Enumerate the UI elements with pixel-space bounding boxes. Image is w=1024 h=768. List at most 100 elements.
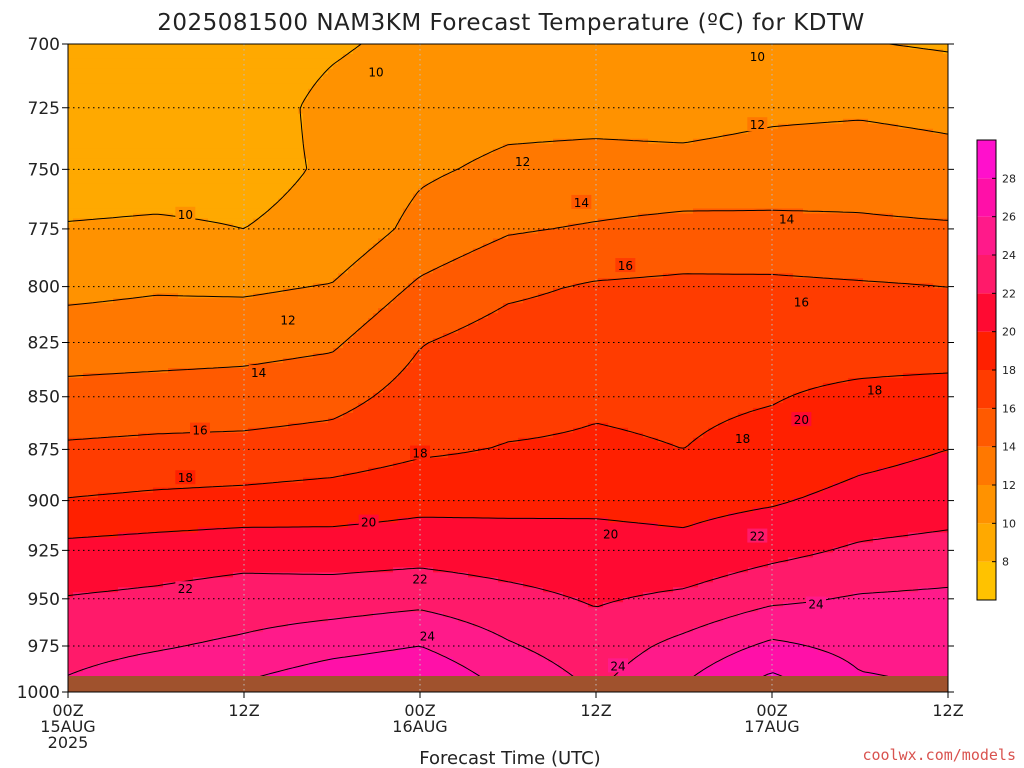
temperature-cell [393,94,399,100]
temperature-cell [788,59,794,65]
temperature-cell [483,99,489,105]
temperature-cell [728,119,734,125]
temperature-cell [538,69,544,75]
temperature-cell [578,174,584,180]
temperature-cell [153,99,159,105]
temperature-cell [883,104,889,110]
temperature-cell [878,179,884,185]
temperature-cell [73,159,79,165]
temperature-cell [93,119,99,125]
temperature-cell [858,79,864,85]
temperature-cell [793,144,799,150]
temperature-cell [238,174,244,180]
temperature-cell [398,59,404,65]
temperature-cell [318,159,324,165]
temperature-cell [903,154,909,160]
temperature-cell [78,94,84,100]
temperature-cell [843,44,849,50]
temperature-cell [853,179,859,185]
temperature-cell [478,114,484,120]
temperature-cell [333,104,339,110]
temperature-cell [348,99,354,105]
temperature-cell [133,119,139,125]
temperature-cell [93,149,99,155]
temperature-cell [798,174,804,180]
temperature-cell [453,99,459,105]
temperature-cell [183,149,189,155]
temperature-cell [658,64,664,70]
temperature-cell [608,159,614,165]
temperature-cell [283,179,289,185]
temperature-cell [538,54,544,60]
temperature-cell [893,59,899,65]
temperature-cell [418,124,424,130]
temperature-cell [123,54,129,60]
temperature-cell [808,49,814,55]
temperature-cell [608,64,614,70]
temperature-cell [778,109,784,115]
temperature-cell [773,59,779,65]
temperature-cell [543,99,549,105]
temperature-cell [638,114,644,120]
temperature-cell [458,179,464,185]
temperature-cell [458,64,464,70]
temperature-cell [383,59,389,65]
temperature-cell [683,89,689,95]
temperature-cell [238,49,244,55]
temperature-cell [933,149,939,155]
temperature-cell [663,94,669,100]
temperature-cell [893,144,899,150]
temperature-cell [558,159,564,165]
temperature-cell [533,44,539,50]
temperature-cell [278,174,284,180]
temperature-cell [523,89,529,95]
temperature-cell [928,179,934,185]
temperature-cell [723,119,729,125]
temperature-cell [798,54,804,60]
temperature-cell [913,139,919,145]
temperature-cell [193,59,199,65]
temperature-cell [568,174,574,180]
temperature-cell [463,119,469,125]
temperature-cell [548,84,554,90]
temperature-cell [263,84,269,90]
temperature-cell [418,104,424,110]
temperature-cell [193,164,199,170]
temperature-cell [783,114,789,120]
temperature-cell [323,114,329,120]
temperature-cell [843,134,849,140]
temperature-cell [423,144,429,150]
temperature-cell [878,174,884,180]
temperature-cell [388,49,394,55]
temperature-cell [198,174,204,180]
temperature-cell [708,154,714,160]
temperature-cell [813,54,819,60]
temperature-cell [783,139,789,145]
temperature-cell [278,149,284,155]
temperature-cell [713,119,719,125]
temperature-cell [258,119,264,125]
temperature-cell [613,99,619,105]
temperature-cell [398,119,404,125]
temperature-cell [228,54,234,60]
temperature-cell [493,99,499,105]
temperature-cell [898,119,904,125]
temperature-cell [213,149,219,155]
temperature-cell [343,79,349,85]
temperature-cell [898,109,904,115]
temperature-cell [883,74,889,80]
temperature-cell [573,129,579,135]
temperature-cell [738,99,744,105]
temperature-cell [343,89,349,95]
temperature-cell [458,134,464,140]
temperature-cell [618,99,624,105]
temperature-cell [538,134,544,140]
temperature-cell [118,74,124,80]
temperature-cell [923,69,929,75]
temperature-cell [358,174,364,180]
temperature-cell [853,124,859,130]
temperature-cell [203,129,209,135]
temperature-cell [938,89,944,95]
temperature-cell [783,109,789,115]
temperature-cell [103,59,109,65]
